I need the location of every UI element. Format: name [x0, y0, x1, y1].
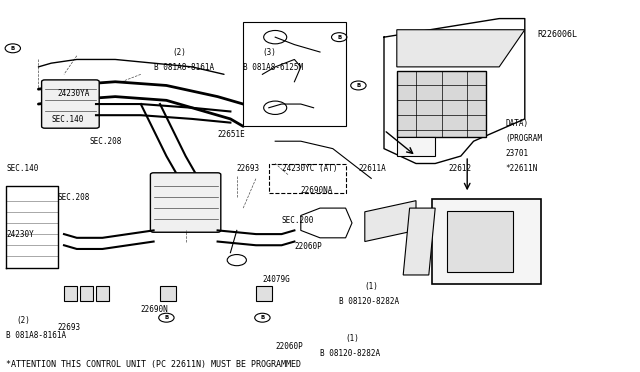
Text: (1): (1) [346, 334, 360, 343]
Text: 22651E: 22651E [218, 130, 245, 139]
Text: 22612: 22612 [448, 164, 471, 173]
FancyBboxPatch shape [150, 173, 221, 232]
Text: 22693: 22693 [237, 164, 260, 173]
FancyBboxPatch shape [42, 80, 99, 128]
Text: 24230YA: 24230YA [58, 89, 90, 98]
Text: (PROGRAM: (PROGRAM [506, 134, 543, 143]
Text: DATA): DATA) [506, 119, 529, 128]
FancyBboxPatch shape [243, 22, 346, 126]
Bar [397, 71, 486, 138]
Text: *22611N: *22611N [506, 164, 538, 173]
Bar [80, 286, 93, 301]
Text: 22611A: 22611A [358, 164, 386, 173]
Bar [96, 286, 109, 301]
Text: B 081A8-8161A: B 081A8-8161A [154, 63, 214, 72]
Text: B 08120-8282A: B 08120-8282A [320, 349, 380, 358]
Text: SEC.200: SEC.200 [282, 215, 314, 225]
Bar [397, 138, 435, 156]
Text: B: B [11, 46, 15, 51]
Bar [256, 286, 272, 301]
Text: 22060P: 22060P [275, 342, 303, 351]
Text: B: B [260, 315, 264, 320]
Text: (2): (2) [16, 316, 30, 325]
Text: B: B [337, 35, 341, 40]
Text: 23701: 23701 [506, 149, 529, 158]
Text: B: B [164, 315, 168, 320]
Text: 24079G: 24079G [262, 275, 290, 284]
Text: B 081A8-8161A: B 081A8-8161A [6, 331, 67, 340]
Polygon shape [403, 208, 435, 275]
Text: B 08120-8282A: B 08120-8282A [339, 297, 399, 306]
FancyBboxPatch shape [432, 199, 541, 284]
Polygon shape [397, 30, 525, 67]
FancyBboxPatch shape [447, 211, 513, 272]
Text: SEC.140: SEC.140 [6, 164, 39, 173]
Text: 22060P: 22060P [294, 241, 322, 250]
Text: B: B [356, 83, 360, 88]
Text: SEC.208: SEC.208 [90, 138, 122, 147]
Text: SEC.140: SEC.140 [51, 115, 84, 124]
Text: SEC.208: SEC.208 [58, 193, 90, 202]
Text: 22690N: 22690N [141, 305, 168, 314]
Text: 24230YC (AT): 24230YC (AT) [282, 164, 337, 173]
Text: R226006L: R226006L [538, 30, 578, 39]
Text: 22690NA: 22690NA [301, 186, 333, 195]
Text: (1): (1) [365, 282, 379, 291]
Polygon shape [365, 201, 416, 241]
Text: 22693: 22693 [58, 323, 81, 332]
Text: 24230Y: 24230Y [6, 230, 34, 240]
Text: (2): (2) [173, 48, 187, 57]
Text: B 081A8-6125M: B 081A8-6125M [243, 63, 303, 72]
Bar [64, 286, 77, 301]
Text: (3): (3) [262, 48, 276, 57]
Text: *ATTENTION THIS CONTROL UNIT (PC 22611N) MUST BE PROGRAMMED: *ATTENTION THIS CONTROL UNIT (PC 22611N)… [6, 360, 301, 369]
Bar [160, 286, 176, 301]
